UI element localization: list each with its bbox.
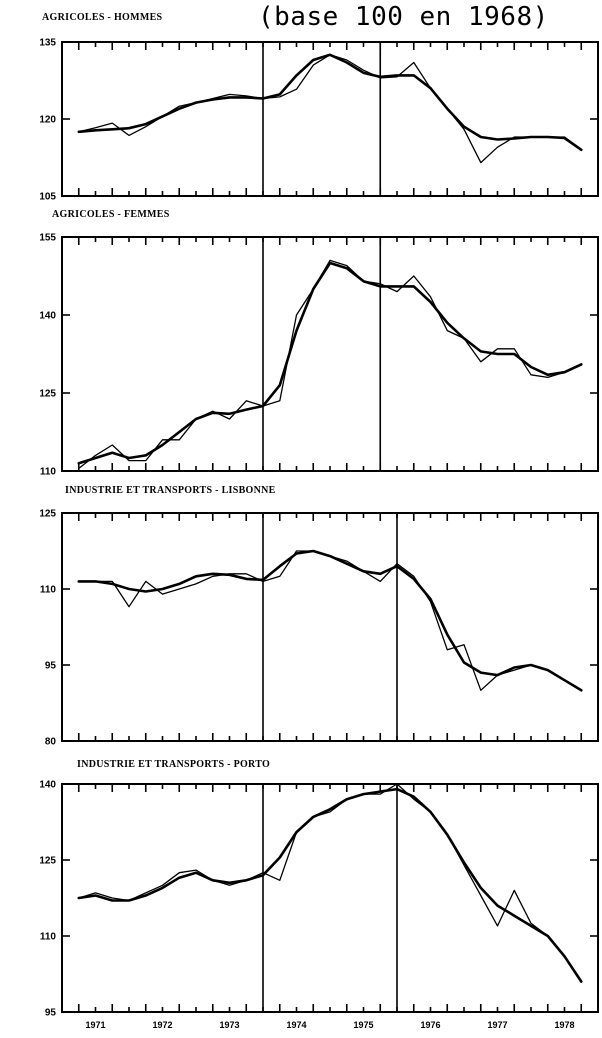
y-tick-label-125: 125 bbox=[39, 389, 56, 400]
series-raw-line bbox=[78, 259, 582, 470]
y-tick-label-140: 140 bbox=[39, 780, 56, 791]
series-smoothed-line bbox=[77, 53, 583, 152]
x-tick-label-1972: 1972 bbox=[152, 1020, 172, 1030]
series-smoothed-line bbox=[77, 549, 583, 692]
y-tick-label-135: 135 bbox=[39, 38, 56, 49]
x-tick-label-1977: 1977 bbox=[487, 1020, 507, 1030]
y-tick-label-95: 95 bbox=[45, 1008, 57, 1019]
x-tick-label-1978: 1978 bbox=[554, 1020, 574, 1030]
series-raw-line bbox=[78, 550, 582, 691]
y-tick-label-95: 95 bbox=[45, 661, 57, 672]
x-tick-label-1976: 1976 bbox=[420, 1020, 440, 1030]
x-tick-label-1975: 1975 bbox=[353, 1020, 373, 1030]
series-smoothed-line bbox=[77, 261, 583, 465]
y-tick-label-105: 105 bbox=[39, 192, 56, 203]
y-tick-label-125: 125 bbox=[39, 509, 56, 520]
panel-title: INDUSTRIE ET TRANSPORTS - LISBONNE bbox=[65, 485, 276, 496]
panel-industrie-porto: INDUSTRIE ET TRANSPORTS - PORTO 95 110 125… bbox=[39, 759, 599, 1019]
plot-frame bbox=[61, 512, 599, 742]
x-tick-label-1973: 1973 bbox=[219, 1020, 239, 1030]
y-tick-label-110: 110 bbox=[40, 467, 57, 478]
series-smoothed-line bbox=[77, 787, 583, 983]
plot-frame bbox=[61, 41, 599, 197]
x-tick-label-1974: 1974 bbox=[286, 1020, 306, 1030]
y-tick-label-125: 125 bbox=[39, 856, 56, 867]
y-tick-label-155: 155 bbox=[39, 233, 56, 244]
panel-agricoles-hommes: AGRICOLES - HOMMES 105 120 135 bbox=[39, 12, 599, 203]
y-tick-label-110: 110 bbox=[40, 932, 57, 943]
panel-title: AGRICOLES - HOMMES bbox=[42, 12, 163, 23]
panel-industrie-lisbonne: INDUSTRIE ET TRANSPORTS - LISBONNE 80 95 1… bbox=[39, 485, 599, 748]
y-tick-label-120: 120 bbox=[39, 115, 56, 126]
x-tick-label-1971: 1971 bbox=[85, 1020, 105, 1030]
y-tick-label-140: 140 bbox=[39, 311, 56, 322]
panel-agricoles-femmes: AGRICOLES - FEMMES 110 125 140 155 bbox=[39, 209, 599, 478]
y-tick-label-80: 80 bbox=[45, 737, 57, 748]
series-raw-line bbox=[78, 54, 582, 164]
y-tick-label-110: 110 bbox=[40, 585, 57, 596]
x-axis-tick-labels: 1971 1972 1973 1974 1975 1976 1977 1978 bbox=[85, 1020, 574, 1030]
panel-title: AGRICOLES - FEMMES bbox=[52, 209, 170, 220]
panel-title: INDUSTRIE ET TRANSPORTS - PORTO bbox=[77, 759, 270, 770]
series-raw-line bbox=[78, 783, 582, 983]
figure-title: (base 100 en 1968) bbox=[258, 2, 549, 32]
